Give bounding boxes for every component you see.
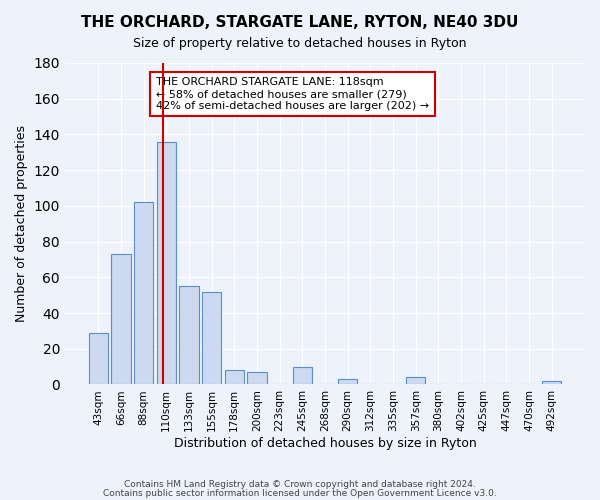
Text: THE ORCHARD STARGATE LANE: 118sqm
← 58% of detached houses are smaller (279)
42%: THE ORCHARD STARGATE LANE: 118sqm ← 58% … xyxy=(156,78,429,110)
Bar xyxy=(111,254,131,384)
Bar xyxy=(406,378,425,384)
Y-axis label: Number of detached properties: Number of detached properties xyxy=(15,125,28,322)
Bar xyxy=(224,370,244,384)
Text: Contains public sector information licensed under the Open Government Licence v3: Contains public sector information licen… xyxy=(103,489,497,498)
Bar xyxy=(338,379,357,384)
Bar xyxy=(157,142,176,384)
Bar xyxy=(293,366,312,384)
Bar xyxy=(202,292,221,384)
Bar xyxy=(89,332,108,384)
Bar xyxy=(134,202,153,384)
Text: Contains HM Land Registry data © Crown copyright and database right 2024.: Contains HM Land Registry data © Crown c… xyxy=(124,480,476,489)
Text: THE ORCHARD, STARGATE LANE, RYTON, NE40 3DU: THE ORCHARD, STARGATE LANE, RYTON, NE40 … xyxy=(82,15,518,30)
Bar xyxy=(179,286,199,384)
X-axis label: Distribution of detached houses by size in Ryton: Distribution of detached houses by size … xyxy=(173,437,476,450)
Bar xyxy=(542,381,562,384)
Bar xyxy=(247,372,266,384)
Text: Size of property relative to detached houses in Ryton: Size of property relative to detached ho… xyxy=(133,38,467,51)
